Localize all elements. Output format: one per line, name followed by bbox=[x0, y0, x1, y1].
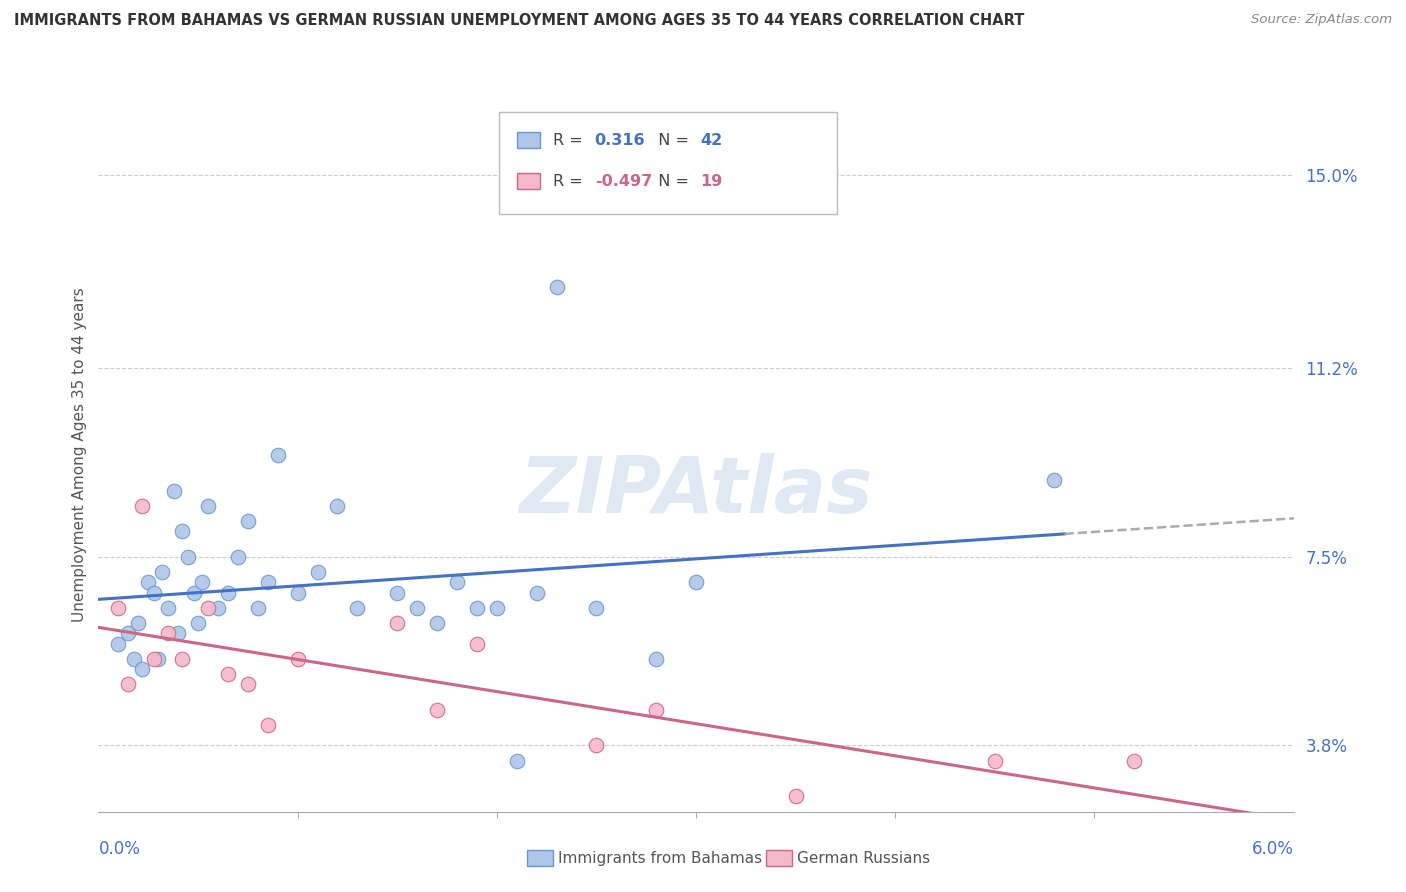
Point bbox=[187, 616, 209, 631]
Text: N =: N = bbox=[648, 174, 695, 188]
Point bbox=[197, 499, 219, 513]
Point bbox=[546, 279, 568, 293]
Point bbox=[124, 652, 146, 666]
Point bbox=[107, 636, 129, 650]
Point bbox=[167, 626, 190, 640]
Point bbox=[117, 677, 139, 691]
Point bbox=[406, 600, 429, 615]
Y-axis label: Unemployment Among Ages 35 to 44 years: Unemployment Among Ages 35 to 44 years bbox=[72, 287, 87, 623]
Point bbox=[465, 600, 488, 615]
Point bbox=[131, 499, 153, 513]
Point bbox=[217, 585, 239, 599]
Point bbox=[426, 616, 449, 631]
Point bbox=[183, 585, 205, 599]
Point bbox=[307, 565, 329, 579]
Text: Immigrants from Bahamas: Immigrants from Bahamas bbox=[558, 851, 762, 865]
Point bbox=[256, 718, 278, 732]
Point bbox=[326, 499, 349, 513]
Point bbox=[191, 575, 214, 590]
Point bbox=[150, 565, 173, 579]
Point bbox=[157, 626, 180, 640]
Text: Source: ZipAtlas.com: Source: ZipAtlas.com bbox=[1251, 13, 1392, 27]
Point bbox=[1043, 474, 1066, 488]
Point bbox=[287, 585, 309, 599]
Point bbox=[446, 575, 468, 590]
Point bbox=[236, 677, 259, 691]
Text: R =: R = bbox=[553, 133, 588, 147]
Point bbox=[346, 600, 368, 615]
Point bbox=[785, 789, 807, 804]
Point bbox=[163, 483, 186, 498]
Point bbox=[172, 652, 194, 666]
Point bbox=[148, 652, 170, 666]
Point bbox=[143, 585, 166, 599]
Text: N =: N = bbox=[648, 133, 695, 147]
Point bbox=[157, 600, 180, 615]
Point bbox=[127, 616, 149, 631]
Point bbox=[117, 626, 139, 640]
Point bbox=[585, 600, 607, 615]
Point bbox=[207, 600, 229, 615]
Point bbox=[1123, 754, 1146, 768]
Text: ZIPAtlas: ZIPAtlas bbox=[519, 452, 873, 529]
Point bbox=[246, 600, 269, 615]
Text: 0.316: 0.316 bbox=[595, 133, 645, 147]
Point bbox=[465, 636, 488, 650]
Point bbox=[585, 739, 607, 753]
Point bbox=[236, 514, 259, 528]
Text: 42: 42 bbox=[700, 133, 723, 147]
Point bbox=[107, 600, 129, 615]
Text: IMMIGRANTS FROM BAHAMAS VS GERMAN RUSSIAN UNEMPLOYMENT AMONG AGES 35 TO 44 YEARS: IMMIGRANTS FROM BAHAMAS VS GERMAN RUSSIA… bbox=[14, 13, 1025, 29]
Point bbox=[177, 549, 200, 564]
Point bbox=[217, 667, 239, 681]
Point bbox=[136, 575, 159, 590]
Text: 19: 19 bbox=[700, 174, 723, 188]
Point bbox=[197, 600, 219, 615]
Text: 6.0%: 6.0% bbox=[1251, 839, 1294, 858]
Text: -0.497: -0.497 bbox=[595, 174, 652, 188]
Text: 0.0%: 0.0% bbox=[98, 839, 141, 858]
Point bbox=[526, 585, 548, 599]
Point bbox=[385, 585, 409, 599]
Point bbox=[685, 575, 707, 590]
Point bbox=[267, 448, 290, 462]
Point bbox=[506, 754, 529, 768]
Text: German Russians: German Russians bbox=[797, 851, 931, 865]
Point bbox=[143, 652, 166, 666]
Point bbox=[983, 754, 1005, 768]
Point bbox=[645, 652, 668, 666]
Text: R =: R = bbox=[553, 174, 588, 188]
Point bbox=[172, 524, 194, 539]
Point bbox=[226, 549, 249, 564]
Point bbox=[287, 652, 309, 666]
Point bbox=[485, 600, 508, 615]
Point bbox=[645, 703, 668, 717]
Point bbox=[385, 616, 409, 631]
Point bbox=[256, 575, 278, 590]
Point bbox=[131, 662, 153, 676]
Point bbox=[426, 703, 449, 717]
